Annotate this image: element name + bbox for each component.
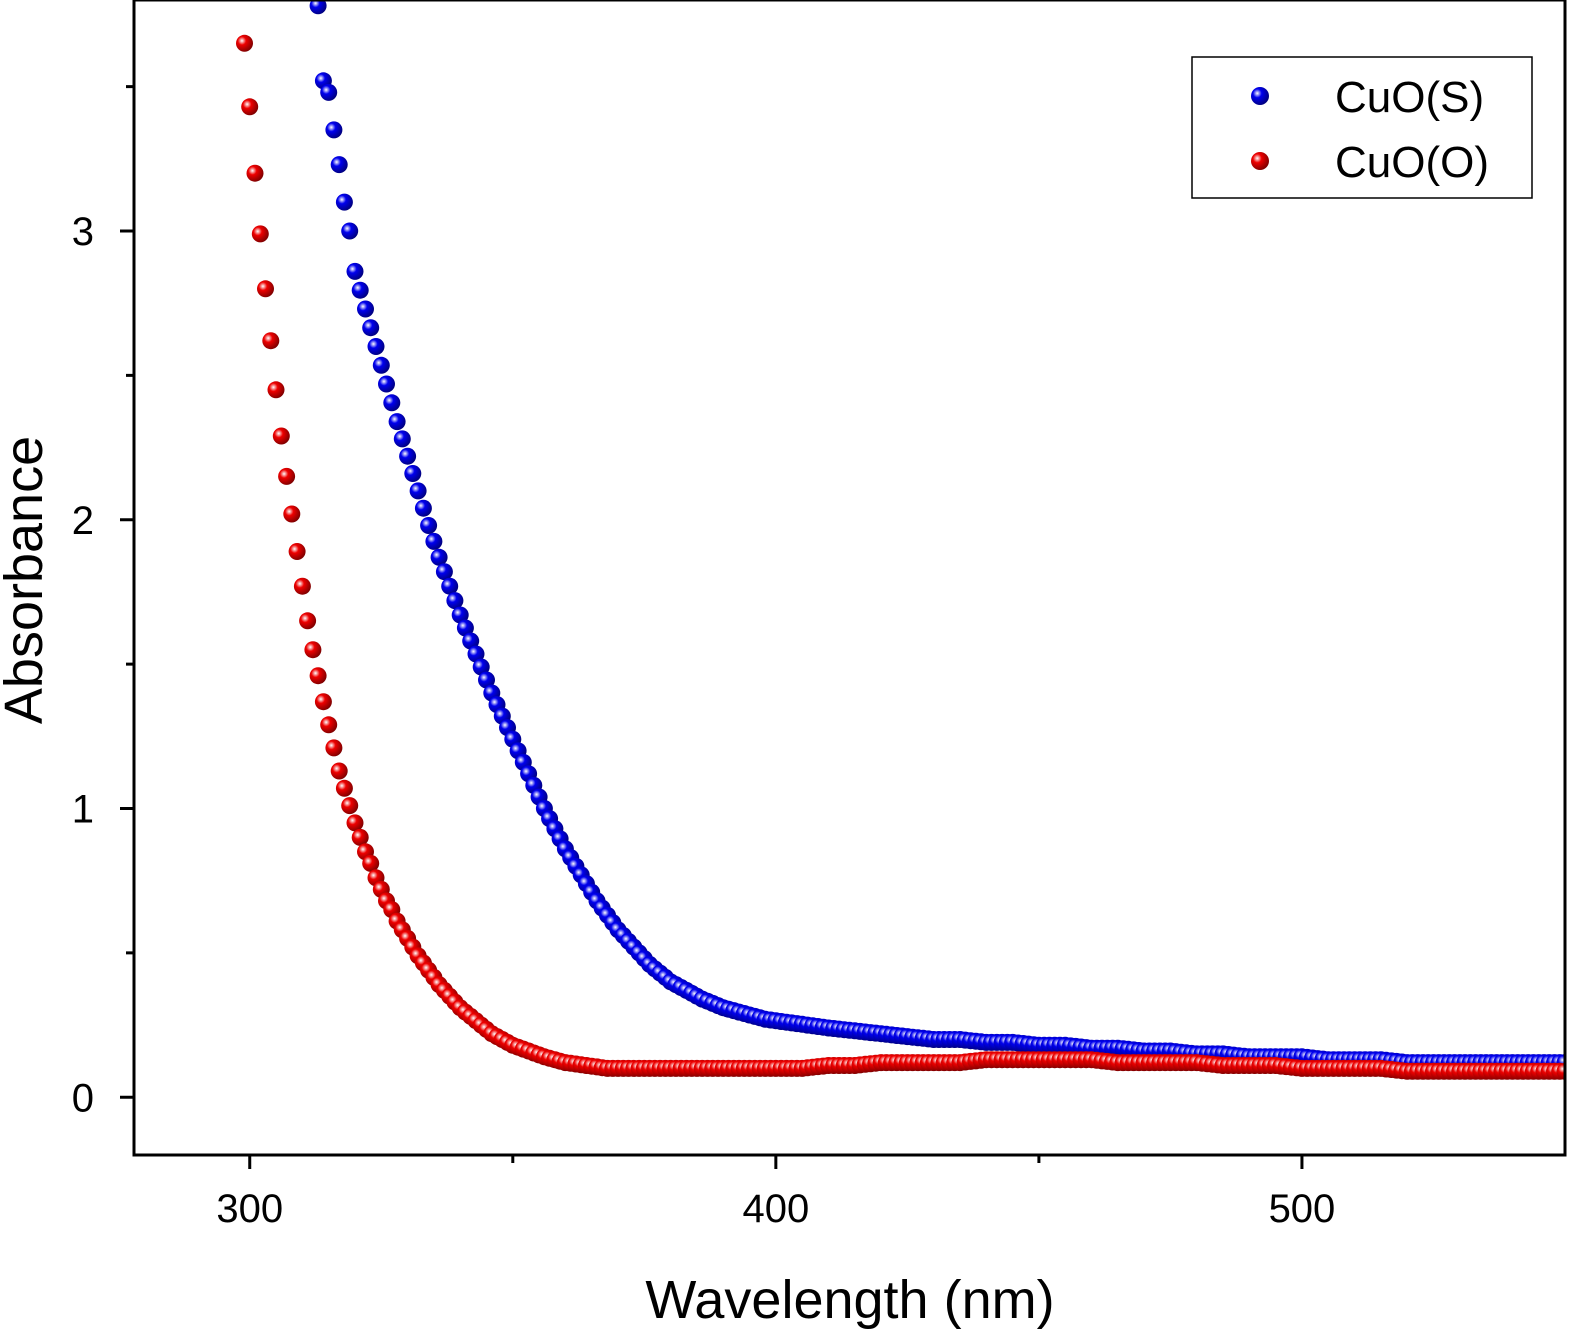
- data-point: [372, 356, 390, 374]
- data-point: [304, 641, 322, 659]
- y-tick-label-0: 0: [72, 1076, 94, 1120]
- data-point: [393, 430, 411, 448]
- data-point: [299, 612, 317, 630]
- data-point: [325, 739, 343, 757]
- legend: CuO(S) CuO(O): [1191, 56, 1533, 199]
- data-point: [351, 281, 369, 299]
- data-point: [262, 332, 280, 350]
- data-point: [283, 505, 301, 523]
- data-point: [314, 693, 332, 711]
- data-point: [399, 447, 417, 465]
- data-point: [267, 381, 285, 399]
- data-point: [467, 645, 485, 663]
- data-point: [388, 413, 406, 431]
- data-point: [246, 164, 264, 182]
- data-point: [409, 482, 427, 500]
- data-point: [241, 98, 259, 116]
- x-tick-label-400: 400: [742, 1187, 809, 1231]
- data-point: [425, 532, 443, 550]
- legend-label-cuo-o: CuO(O): [1335, 138, 1489, 187]
- x-tick-label-300: 300: [216, 1187, 283, 1231]
- y-axis: 0 1 2 3: [72, 85, 134, 1120]
- data-point: [341, 222, 359, 240]
- data-point: [320, 716, 338, 734]
- data-point: [335, 779, 353, 797]
- data-point: [378, 375, 395, 393]
- data-point: [330, 762, 348, 780]
- legend-label-cuo-s: CuO(S): [1335, 73, 1484, 122]
- data-point: [320, 83, 338, 101]
- data-point: [383, 394, 401, 412]
- data-point: [288, 543, 306, 560]
- data-point: [404, 465, 422, 482]
- x-tick-label-500: 500: [1269, 1187, 1336, 1231]
- legend-marker-cuo-s: [1251, 87, 1269, 105]
- y-tick-label-1: 1: [72, 788, 94, 832]
- data-point: [330, 156, 348, 174]
- legend-box: [1191, 56, 1533, 199]
- data-point: [462, 632, 480, 650]
- data-point: [272, 427, 290, 445]
- data-point: [346, 262, 364, 280]
- data-point: [362, 319, 380, 337]
- data-point: [446, 592, 464, 610]
- data-point: [367, 338, 385, 355]
- data-point: [293, 577, 311, 595]
- data-point: [430, 548, 448, 566]
- y-tick-label-3: 3: [72, 210, 94, 254]
- data-point: [441, 577, 459, 595]
- data-point: [257, 280, 274, 298]
- data-point: [1556, 1062, 1565, 1080]
- data-point: [309, 667, 327, 685]
- y-axis-title: Absorbance: [0, 436, 54, 724]
- y-tick-label-2: 2: [72, 499, 94, 543]
- series-1: [236, 34, 1565, 1080]
- data-point: [451, 606, 469, 624]
- series-layer: [236, 0, 1565, 1080]
- data-point: [472, 658, 490, 676]
- data-point: [251, 225, 269, 243]
- data-point: [351, 828, 369, 846]
- data-point: [435, 563, 453, 581]
- data-point: [478, 671, 495, 689]
- data-point: [420, 517, 438, 534]
- plot-frame: [132, 0, 1567, 1157]
- data-point: [335, 193, 353, 211]
- data-point: [357, 300, 374, 318]
- data-point: [278, 467, 296, 485]
- data-point: [362, 854, 380, 872]
- data-point: [309, 0, 327, 15]
- data-point: [325, 121, 343, 139]
- data-point: [414, 499, 432, 517]
- data-point: [341, 797, 359, 815]
- x-axis-title: Wavelength (nm): [645, 1270, 1054, 1330]
- data-point: [236, 34, 253, 52]
- legend-marker-cuo-o: [1251, 152, 1269, 170]
- x-axis: 300 400 500: [216, 1155, 1335, 1231]
- data-point: [456, 619, 474, 637]
- data-point: [346, 814, 364, 832]
